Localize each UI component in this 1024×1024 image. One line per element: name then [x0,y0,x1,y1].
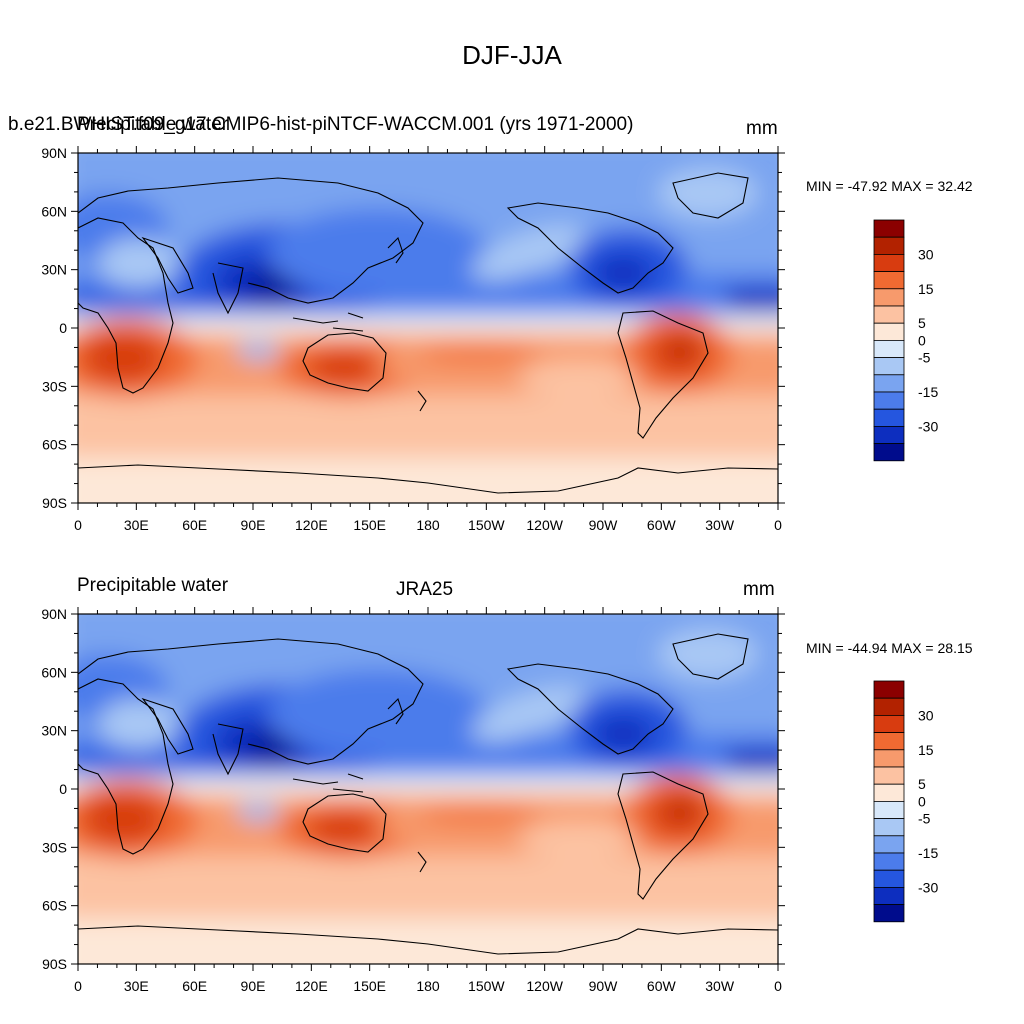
axis-tick-labels: 0 30E 60E 90E 120E 150E 180 150W 120W 90W 60W 30W 09… [41,145,782,994]
colorbar-label: 5 [918,315,926,331]
x-tick-label: 120E [295,517,328,533]
panel1-center-label: b.e21.BWHIST.f09_g17.CMIP6-hist-piNTCF-W… [8,114,634,135]
panel2-left-label: Precipitable water [77,575,229,596]
colorbar-swatch [873,904,905,923]
x-tick-label: 90W [589,517,619,533]
x-tick-label: 30E [124,978,149,994]
y-tick-label: 60S [42,898,67,914]
colorbar-label: -15 [918,845,938,861]
colorbar-label: 30 [918,246,934,262]
colorbar-swatch [873,697,905,716]
colorbar-label: 0 [918,793,926,809]
x-tick-label: 60W [647,517,677,533]
y-tick-label: 90S [42,956,67,972]
x-tick-label: 30W [705,978,735,994]
x-tick-label: 150W [468,517,505,533]
colorbar-swatch [873,783,905,802]
x-tick-label: 0 [74,978,82,994]
figure-title: DJF-JJA [462,40,562,70]
colorbar-swatch [873,715,905,734]
x-tick-label: 150E [353,978,386,994]
x-tick-label: 30E [124,517,149,533]
y-tick-label: 60N [41,203,67,219]
colorbar-swatch [873,732,905,751]
colorbar-swatch [873,271,905,290]
y-tick-label: 30N [41,723,67,739]
colorbar-swatch [873,236,905,255]
panel2-stats: MIN = -44.94 MAX = 28.15 [806,640,973,656]
colorbar-swatch [873,425,905,444]
y-tick-label: 0 [59,320,67,336]
x-tick-label: 0 [74,517,82,533]
colorbar-swatch [873,391,905,410]
colorbar-swatch [873,869,905,888]
y-tick-label: 90N [41,145,67,161]
x-tick-label: 60W [647,978,677,994]
y-tick-label: 60S [42,437,67,453]
x-tick-label: 150W [468,978,505,994]
panel1-colorbar: 30 15 50 -5 -15 -30 [873,219,938,462]
y-tick-label: 90N [41,606,67,622]
x-tick-label: 30W [705,517,735,533]
y-tick-label: 30S [42,839,67,855]
colorbar-label: 15 [918,281,934,297]
colorbar-swatch [873,305,905,324]
colorbar-label: -15 [918,384,938,400]
x-tick-label: 120W [526,978,563,994]
colorbar-swatch [873,322,905,341]
colorbar-swatch [873,852,905,871]
x-tick-label: 60E [182,978,207,994]
y-tick-label: 30N [41,262,67,278]
colorbar-swatch [873,443,905,462]
colorbar-swatch [873,801,905,820]
colorbar-swatch [873,253,905,272]
panel2-units: mm [743,579,775,600]
colorbar-swatch [873,680,905,699]
x-tick-label: 180 [416,517,440,533]
x-tick-label: 120W [526,517,563,533]
x-tick-label: 0 [774,978,782,994]
colorbar-swatch [873,408,905,427]
panel2-ticks [71,607,785,971]
panel2-center-label: JRA25 [396,579,454,600]
x-tick-label: 90W [589,978,619,994]
colorbar-label: 30 [918,707,934,723]
y-tick-label: 60N [41,664,67,680]
colorbar-swatch [873,818,905,837]
colorbar-label: -5 [918,811,931,827]
colorbar-label: -30 [918,879,938,895]
panel1-ticks [71,146,785,510]
x-tick-label: 60E [182,517,207,533]
colorbar-label: 5 [918,776,926,792]
colorbar-label: -30 [918,418,938,434]
panel1-left-label: Precipitable water [77,114,229,135]
x-tick-label: 90E [241,517,266,533]
colorbar-swatch [873,219,905,238]
y-tick-label: 90S [42,495,67,511]
colorbar-swatch [873,749,905,768]
x-tick-label: 0 [774,517,782,533]
y-tick-label: 0 [59,781,67,797]
panel1-units: mm [746,118,778,139]
x-tick-label: 120E [295,978,328,994]
colorbar-swatch [873,357,905,376]
colorbar-label: -5 [918,350,931,366]
panel1-stats: MIN = -47.92 MAX = 32.42 [806,178,973,194]
colorbar-swatch [873,835,905,854]
colorbar-swatch [873,288,905,307]
x-tick-label: 90E [241,978,266,994]
y-tick-label: 30S [42,378,67,394]
x-tick-label: 180 [416,978,440,994]
panel2-colorbar: 30 15 50 -5 -15 -30 [873,680,938,923]
panel1-map [71,146,785,510]
colorbar-swatch [873,374,905,393]
x-tick-label: 150E [353,517,386,533]
colorbar-label: 15 [918,742,934,758]
colorbar-swatch [873,766,905,785]
colorbar-swatch [873,339,905,358]
colorbar-swatch [873,887,905,906]
colorbar-label: 0 [918,332,926,348]
panel2-map [71,607,785,971]
